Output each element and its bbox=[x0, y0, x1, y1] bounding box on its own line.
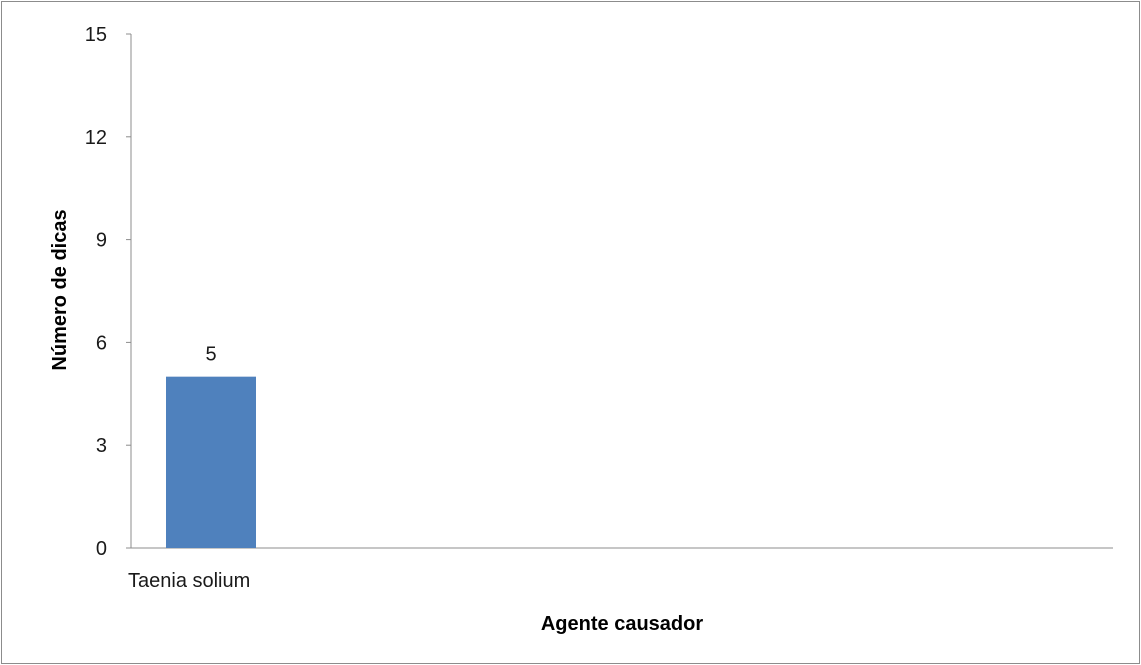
bars: 5 bbox=[166, 344, 256, 548]
y-tick-label: 12 bbox=[85, 127, 107, 149]
y-tick-label: 6 bbox=[96, 332, 107, 354]
bar bbox=[166, 376, 256, 548]
y-tick-label: 3 bbox=[96, 435, 107, 457]
y-axis-title: Número de dicas bbox=[49, 209, 71, 370]
y-tick-label: 0 bbox=[96, 538, 107, 560]
y-tick-label: 15 bbox=[85, 24, 107, 46]
y-tick-label: 9 bbox=[96, 230, 107, 252]
x-axis-title: Agente causador bbox=[541, 613, 703, 635]
x-category-label: Taenia solium bbox=[128, 570, 250, 592]
y-axis-ticks: 0 3 6 9 12 15 bbox=[85, 24, 131, 560]
data-label: 5 bbox=[205, 344, 216, 366]
x-axis-categories: Taenia solium bbox=[128, 570, 250, 592]
